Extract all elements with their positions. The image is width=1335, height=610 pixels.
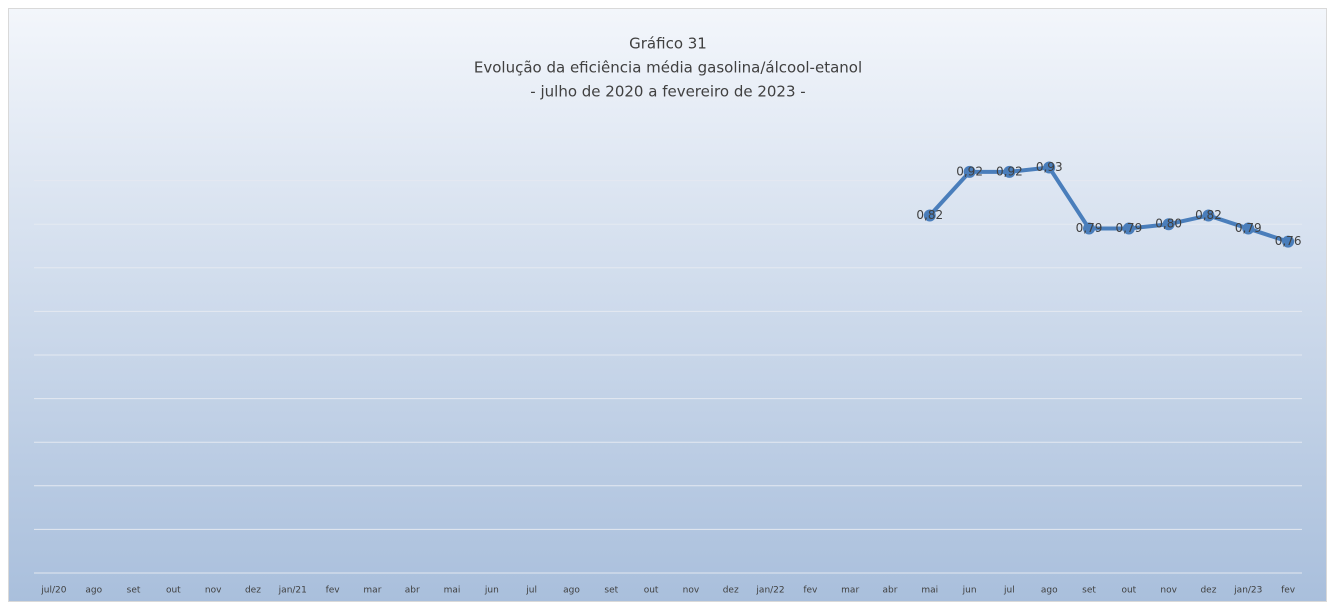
marker (1282, 235, 1295, 248)
x-tick-label: nov (205, 586, 222, 596)
x-tick-label: ago (1041, 586, 1058, 596)
data-label: 0,93 (1036, 160, 1063, 174)
x-tick-label: dez (1200, 586, 1216, 596)
x-tick-label: set (1082, 586, 1096, 596)
marker (1162, 218, 1175, 231)
marker (1083, 222, 1096, 235)
data-label: 0,92 (996, 164, 1023, 178)
x-tick-label: jul (1003, 586, 1015, 596)
x-tick-label: mai (921, 586, 938, 596)
x-tick-label: abr (405, 586, 420, 596)
x-tick-label: jan/21 (278, 586, 307, 596)
line (928, 165, 1289, 244)
x-tick-label: jun (962, 586, 977, 596)
x-tick-label: nov (1160, 586, 1177, 596)
marker (963, 165, 976, 178)
x-tick-label: abr (883, 586, 898, 596)
x-tick-label: nov (683, 586, 700, 596)
x-tick-label: out (166, 586, 181, 596)
x-tick-label: mar (841, 586, 859, 596)
data-label: 0,79 (1076, 221, 1103, 235)
marker (1003, 165, 1016, 178)
marker (1202, 209, 1215, 222)
x-tick-label: mar (363, 586, 381, 596)
x-tick-label: set (604, 586, 618, 596)
chart-title: - julho de 2020 a fevereiro de 2023 - (530, 83, 805, 101)
x-tick-label: fev (326, 586, 341, 596)
x-tick-label: ago (563, 586, 580, 596)
x-tick-label: ago (85, 586, 102, 596)
marker (923, 209, 936, 222)
x-tick-label: jul (525, 586, 537, 596)
chart-title: Gráfico 31 (629, 35, 707, 53)
x-tick-label: dez (723, 586, 739, 596)
data-label: 0,79 (1235, 221, 1262, 235)
data-label: 0,82 (1195, 208, 1222, 222)
x-tick-label: out (644, 586, 659, 596)
x-tick-label: fev (803, 586, 818, 596)
data-label: 0,79 (1115, 221, 1142, 235)
data-label: 0,80 (1155, 217, 1182, 231)
data-label: 0,82 (916, 208, 943, 222)
marker (1242, 222, 1255, 235)
data-label: 0,76 (1275, 234, 1302, 248)
x-tick-label: dez (245, 586, 261, 596)
x-tick-label: jun (484, 586, 499, 596)
x-tick-label: out (1121, 586, 1136, 596)
marker (1043, 161, 1056, 174)
data-label: 0,92 (956, 164, 983, 178)
marker (1122, 222, 1135, 235)
x-tick-label: set (127, 586, 141, 596)
chart-title: Evolução da eficiência média gasolina/ál… (474, 59, 862, 77)
chart-area (8, 8, 1327, 602)
x-tick-label: mai (444, 586, 461, 596)
x-tick-label: fev (1281, 586, 1296, 596)
x-tick-label: jan/22 (755, 586, 784, 596)
x-tick-label: jul/20 (40, 586, 66, 596)
x-tick-label: jan/23 (1233, 586, 1262, 596)
